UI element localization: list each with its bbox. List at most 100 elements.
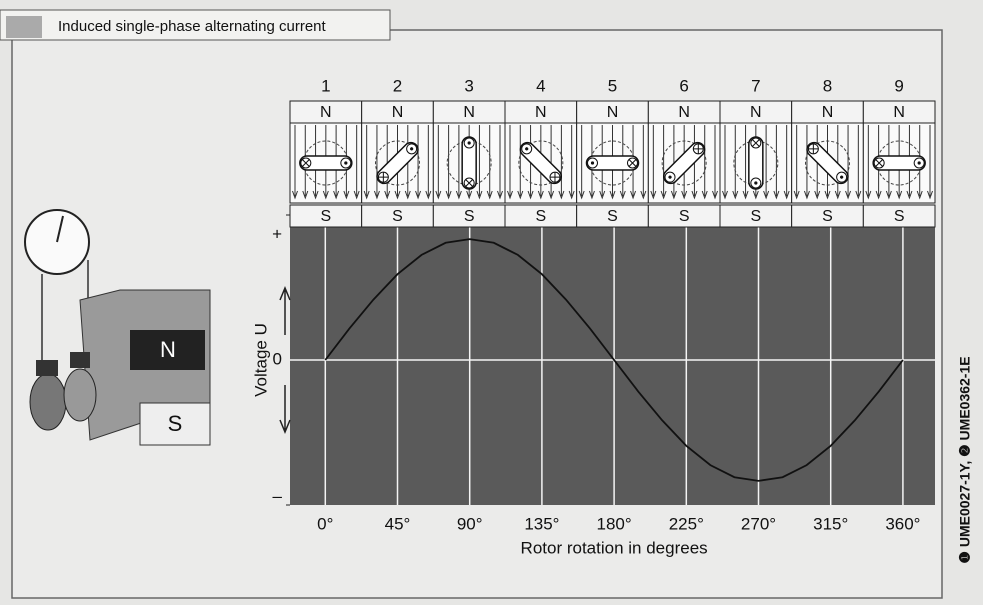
coil-loop bbox=[748, 136, 764, 190]
field-line bbox=[476, 125, 483, 200]
slip-ring bbox=[29, 373, 67, 431]
y-tick-label: – bbox=[273, 486, 283, 505]
x-axis-label: Rotor rotation in degrees bbox=[521, 538, 708, 557]
pole-south-label: S bbox=[535, 208, 546, 225]
coil-loop bbox=[376, 141, 419, 185]
field-line bbox=[927, 125, 933, 200]
conductor-dot bbox=[754, 181, 758, 185]
conductor-cross bbox=[751, 139, 760, 147]
magnet-south bbox=[139, 402, 211, 446]
field-line bbox=[373, 125, 380, 200]
coil bbox=[446, 136, 492, 190]
pole-south bbox=[862, 204, 936, 228]
field-line bbox=[497, 125, 503, 200]
side-note: ❶ UME0027-1Y, ❷ UME0362-1E bbox=[957, 356, 973, 563]
pole-north-label: N bbox=[535, 104, 547, 121]
coil-loop bbox=[461, 136, 477, 190]
position-number: 7 bbox=[751, 76, 760, 95]
field-line bbox=[425, 125, 432, 200]
pole-north-label: N bbox=[463, 104, 475, 121]
y-axis-arrow bbox=[279, 286, 291, 434]
conductor-cross bbox=[301, 159, 310, 167]
coil bbox=[375, 140, 420, 186]
position-number: 6 bbox=[679, 76, 688, 95]
position-number: 8 bbox=[823, 76, 832, 95]
field-line bbox=[701, 125, 708, 200]
conductor-cross bbox=[550, 172, 560, 183]
coil-loop bbox=[806, 141, 849, 185]
conductor-cross bbox=[693, 143, 704, 154]
x-tick-label: 0° bbox=[317, 514, 333, 533]
coil bbox=[733, 136, 779, 190]
field-line bbox=[435, 125, 442, 200]
pole-south-label: S bbox=[607, 208, 618, 225]
conductor-cross bbox=[378, 172, 389, 183]
conductor-dot bbox=[467, 141, 471, 145]
field-line bbox=[803, 125, 810, 200]
conductor-dot bbox=[344, 161, 348, 165]
brush bbox=[36, 360, 58, 376]
pole-south-label: S bbox=[679, 208, 690, 225]
field-line bbox=[415, 125, 422, 200]
conductor-dot bbox=[917, 161, 921, 165]
position-number: 2 bbox=[393, 76, 402, 95]
field-line bbox=[517, 125, 524, 200]
x-tick-label: 90° bbox=[457, 514, 483, 533]
magnet-north bbox=[130, 330, 205, 370]
coil-loop bbox=[519, 141, 563, 185]
x-tick-label: 45° bbox=[385, 514, 411, 533]
y-tick-label: + bbox=[272, 224, 282, 243]
pole-south-label: S bbox=[320, 208, 331, 225]
pole-south-label: S bbox=[392, 208, 403, 225]
field-line bbox=[578, 125, 585, 200]
pole-north-label: N bbox=[893, 104, 905, 121]
coil-loop bbox=[872, 155, 926, 171]
coil bbox=[585, 140, 640, 186]
y-axis-label: Voltage U bbox=[251, 323, 270, 397]
rotation-path bbox=[805, 140, 850, 186]
field-line bbox=[558, 125, 565, 200]
chart: 0° 45° 90° 135° 180° 225° 270° 315° 360° – 0 + Rotor… bbox=[251, 76, 936, 557]
magnet-south-label: S bbox=[168, 411, 183, 436]
field-line bbox=[486, 125, 493, 200]
coil bbox=[805, 140, 850, 186]
voltage-curve bbox=[324, 238, 904, 482]
brush bbox=[70, 352, 90, 368]
conductor-dot bbox=[525, 147, 529, 151]
position-number: 1 bbox=[321, 76, 330, 95]
field-line bbox=[773, 125, 780, 200]
position-number: 9 bbox=[894, 76, 903, 95]
field-line bbox=[732, 125, 739, 200]
pole-south-label: S bbox=[822, 208, 833, 225]
conductor-cross bbox=[465, 179, 474, 187]
field-line bbox=[640, 125, 647, 200]
pole-north-label: N bbox=[750, 104, 762, 121]
pole-south-label: S bbox=[464, 208, 475, 225]
pole-north-label: N bbox=[822, 104, 834, 121]
x-tick-label: 360° bbox=[885, 514, 920, 533]
field-line bbox=[742, 125, 749, 200]
field-line bbox=[865, 125, 872, 200]
conductor-cross bbox=[875, 159, 884, 167]
field-line bbox=[845, 125, 852, 200]
x-tick-label: 315° bbox=[813, 514, 848, 533]
field-line bbox=[660, 125, 667, 200]
pole-north-label: N bbox=[392, 104, 404, 121]
coil bbox=[872, 140, 926, 186]
header-title: Induced single-phase alternating current bbox=[58, 18, 327, 35]
field-line bbox=[507, 125, 513, 200]
pole-south-label: S bbox=[750, 208, 761, 225]
x-tick-label: 225° bbox=[669, 514, 704, 533]
coil bbox=[518, 140, 564, 186]
coil-loop bbox=[662, 141, 706, 185]
field-line bbox=[353, 125, 360, 200]
conductor-cross bbox=[628, 159, 637, 167]
coil-loop bbox=[299, 155, 353, 171]
field-line bbox=[763, 125, 770, 200]
field-line bbox=[783, 125, 790, 200]
coil-loop bbox=[585, 155, 640, 171]
slip-ring bbox=[63, 368, 97, 422]
coil bbox=[661, 140, 707, 186]
x-tick-label: 180° bbox=[597, 514, 632, 533]
